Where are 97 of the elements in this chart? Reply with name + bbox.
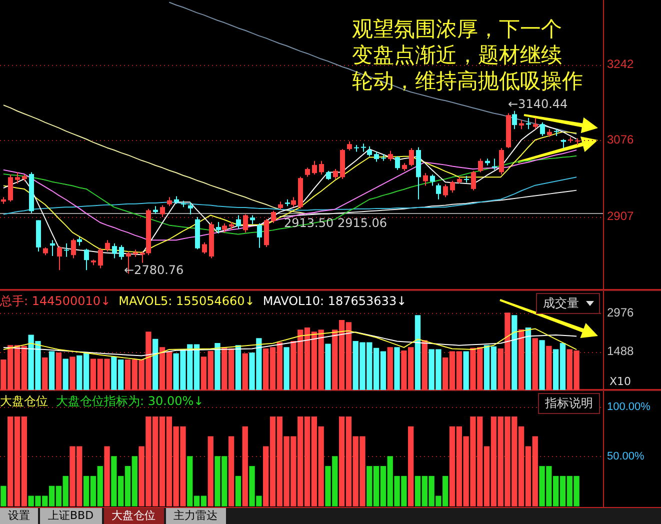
candlestick	[84, 248, 89, 271]
bar	[70, 356, 76, 390]
candlestick	[64, 242, 69, 258]
candlestick	[374, 151, 379, 162]
bar	[414, 315, 421, 390]
candlestick	[222, 222, 227, 233]
candlestick	[409, 148, 414, 167]
candlestick	[216, 222, 221, 234]
candlestick	[8, 174, 13, 202]
candlestick	[291, 196, 296, 208]
text: 设置	[0, 508, 38, 524]
annotation: ←3140.44	[508, 97, 568, 111]
candlestick	[561, 138, 566, 149]
bar	[539, 340, 545, 390]
candlestick	[471, 170, 476, 191]
bar	[387, 347, 393, 390]
bar	[104, 446, 110, 506]
text: MAVOL5: 155054660↓	[118, 294, 255, 308]
candlestick	[188, 202, 193, 215]
candlestick	[333, 168, 338, 180]
candlestick	[395, 156, 400, 170]
bar	[284, 347, 290, 390]
bar	[48, 351, 55, 390]
bar	[463, 351, 469, 390]
bar	[325, 344, 331, 390]
bar	[228, 436, 234, 506]
candlestick	[436, 183, 441, 200]
candlestick	[160, 204, 165, 218]
candlestick	[319, 160, 324, 175]
text: X10	[609, 375, 631, 388]
y-tick-label: 3242	[607, 57, 634, 72]
candlestick	[236, 214, 241, 230]
bar	[242, 426, 248, 506]
y-tick-label: 50.00%	[607, 450, 645, 462]
bar	[235, 476, 242, 506]
series-label: 大盘仓位指标为: 30.00%↓	[56, 394, 204, 408]
y-tick-label: 2976	[607, 306, 634, 320]
bar	[235, 345, 242, 390]
bar	[546, 346, 552, 390]
candlestick	[250, 214, 255, 225]
candlestick	[105, 240, 110, 252]
candlestick	[423, 172, 428, 186]
y-tick-label: 3076	[607, 132, 634, 146]
annotation: 成交量	[536, 293, 600, 314]
candlestick	[326, 170, 331, 180]
candlestick	[71, 238, 76, 259]
bar	[532, 338, 538, 390]
candlestick	[202, 242, 207, 254]
candlestick	[478, 158, 483, 173]
text: 上证BBD	[40, 508, 102, 524]
bar	[518, 329, 524, 390]
bar	[408, 426, 414, 506]
bar	[422, 340, 428, 390]
candlestick	[430, 174, 435, 186]
bar	[42, 357, 48, 390]
candlestick	[167, 196, 172, 207]
candlestick	[499, 148, 504, 175]
candlestick	[57, 246, 62, 271]
y-tick-label: 1488	[607, 344, 634, 358]
candlestick	[388, 150, 393, 162]
chart-title: 大盘仓位	[0, 394, 48, 408]
annotation: 观望氛围浓厚，下一个	[352, 16, 563, 42]
candlestick	[312, 160, 317, 175]
bar	[0, 486, 6, 506]
candlestick	[112, 242, 117, 259]
annotation: 变盘点渐近，题材继续	[352, 42, 563, 68]
candlestick	[271, 210, 276, 224]
text: 总手: 144500010↓	[0, 294, 111, 308]
candlestick	[367, 146, 372, 157]
candlestick	[540, 122, 545, 136]
bar	[62, 358, 68, 390]
candlestick	[305, 167, 310, 178]
candlestick	[119, 244, 124, 260]
candlestick	[243, 214, 248, 233]
bar	[394, 347, 400, 390]
candlestick	[257, 222, 262, 248]
bar	[56, 352, 62, 390]
annotation: 指标说明	[538, 393, 600, 414]
candlestick	[533, 117, 538, 130]
bar	[208, 436, 214, 506]
y-tick-label: 2907	[607, 208, 634, 223]
bar	[214, 343, 220, 390]
bar	[525, 328, 532, 390]
text: 主力雷达	[166, 508, 226, 524]
candlestick	[15, 172, 20, 184]
candlestick	[347, 140, 352, 151]
candlestick	[512, 110, 517, 130]
candlestick	[443, 184, 448, 198]
candlestick	[361, 143, 366, 152]
bar	[152, 338, 158, 390]
y-tick-label: 100.00%	[607, 400, 651, 413]
bar	[512, 315, 518, 390]
text: MAVOL10: 187653633↓	[262, 294, 407, 308]
candlestick	[450, 180, 455, 194]
candlestick	[98, 247, 103, 269]
text: 大盘仓位	[104, 508, 164, 524]
bar	[242, 353, 248, 390]
